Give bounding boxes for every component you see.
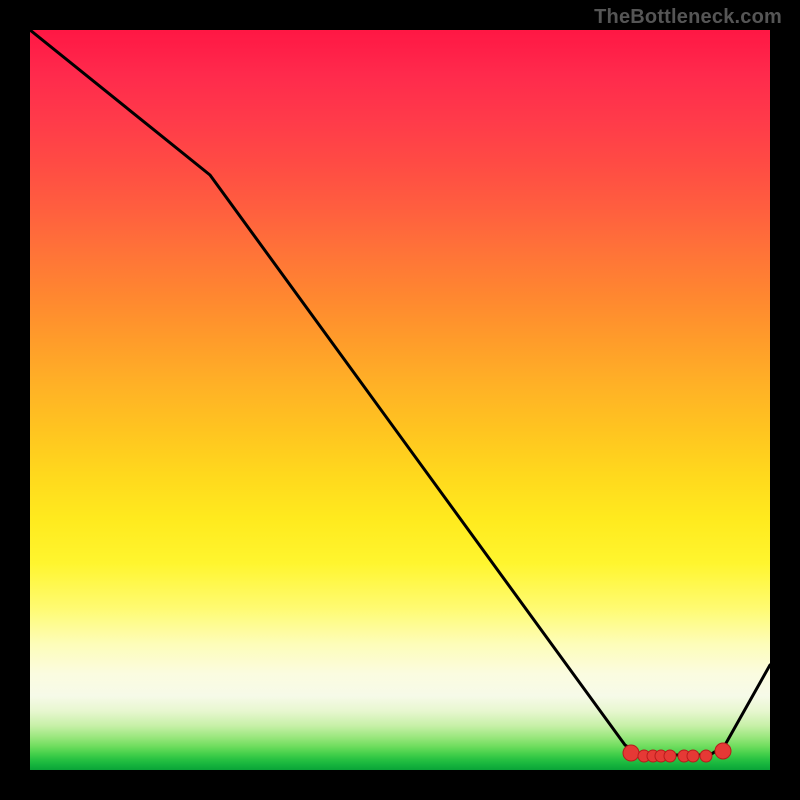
chart-marker [623,745,639,761]
chart-marker [715,743,731,759]
chart-marker-group [623,743,731,762]
chart-plot-area [30,30,770,770]
chart-series-line [30,30,770,755]
chart-marker [664,750,676,762]
chart-marker [700,750,712,762]
chart-marker [687,750,699,762]
watermark-text: TheBottleneck.com [594,6,782,29]
chart-svg-layer [30,30,770,770]
